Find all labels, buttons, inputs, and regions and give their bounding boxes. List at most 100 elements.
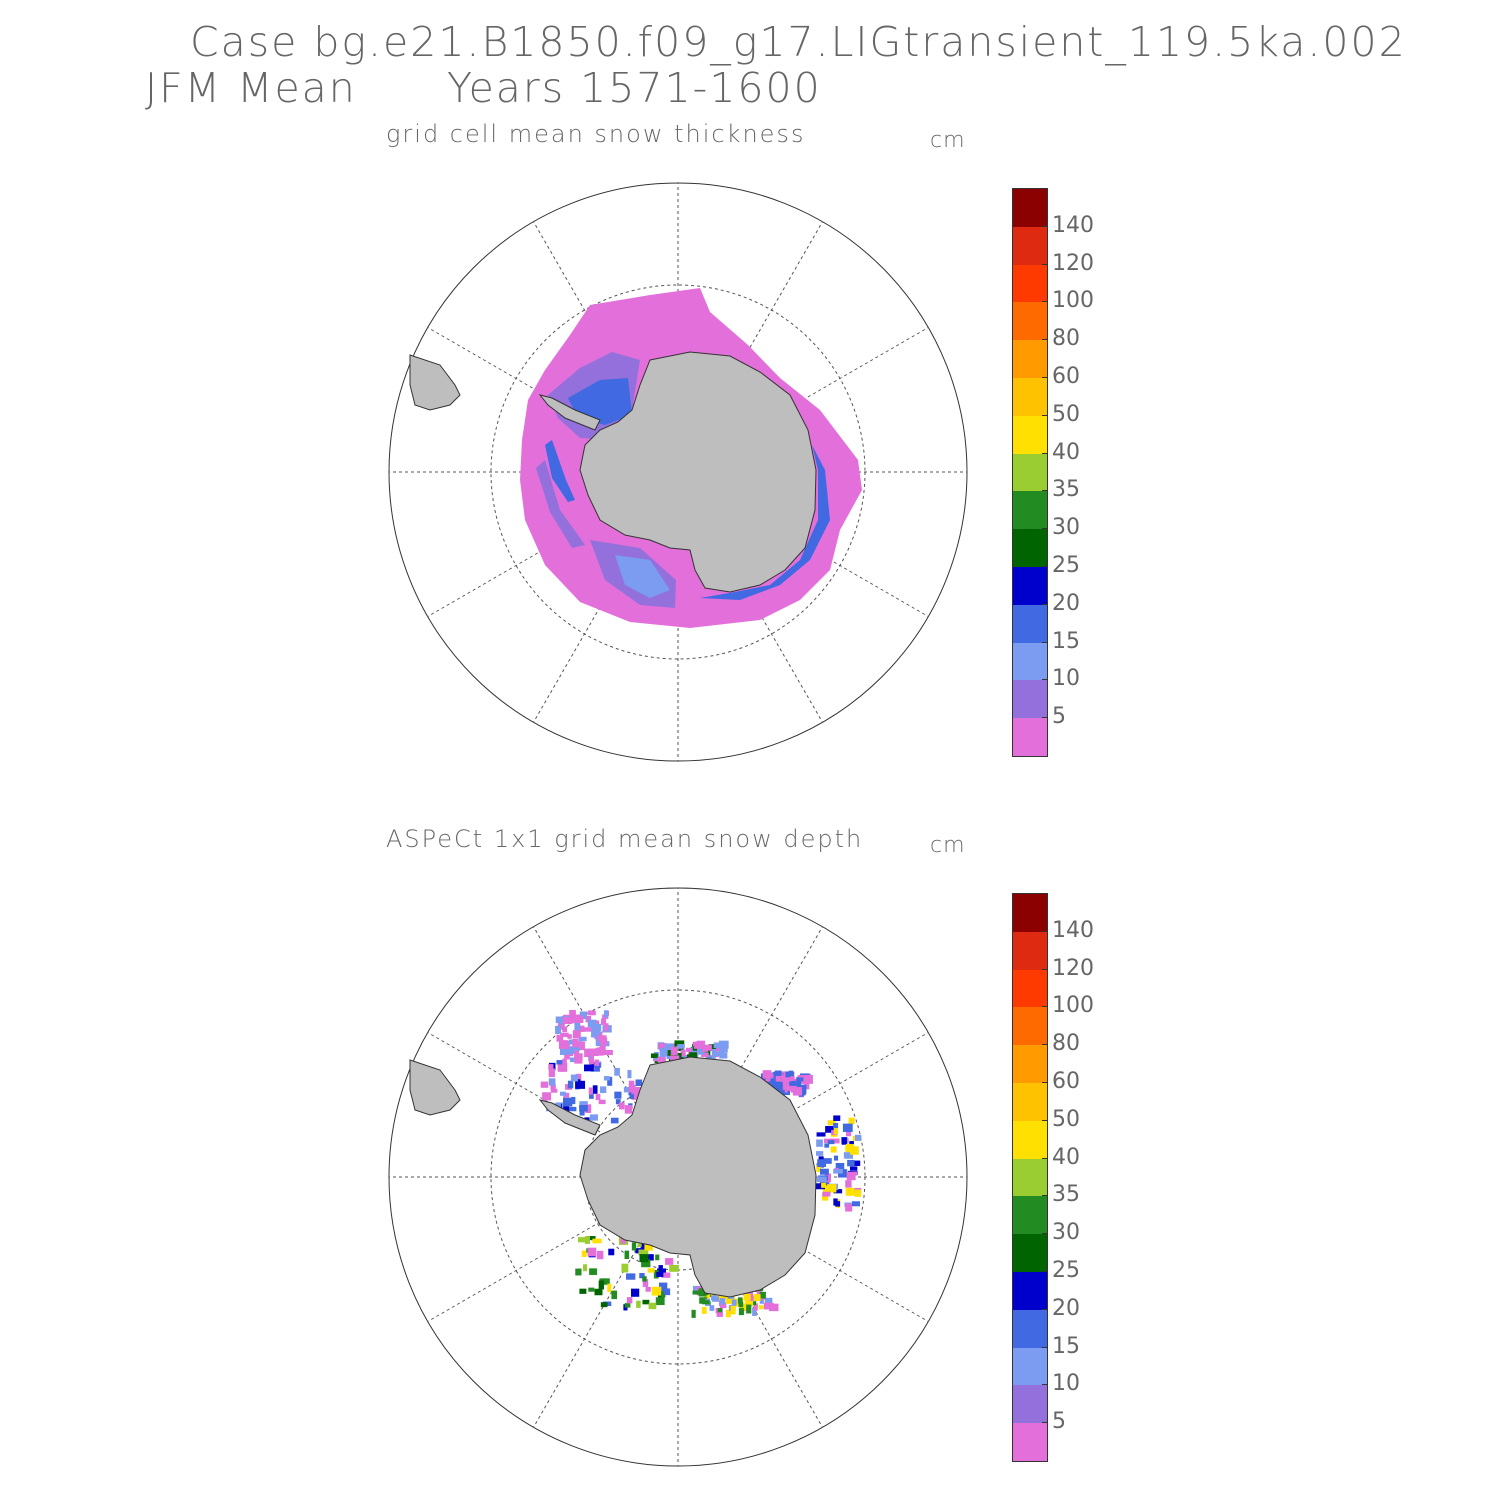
colorbar-tick: [1042, 452, 1048, 454]
observation-cell: [692, 1290, 702, 1295]
observation-cell: [570, 1074, 579, 1082]
observation-cell: [849, 1146, 859, 1155]
observation-cell: [615, 1099, 621, 1105]
observation-cell: [829, 1138, 840, 1144]
observation-cell: [691, 1309, 696, 1318]
observation-cell: [753, 1294, 761, 1301]
colorbar-tick: [1042, 1308, 1048, 1310]
observation-cell: [748, 1295, 754, 1301]
observation-cell: [738, 1301, 744, 1308]
observation-cell: [627, 1070, 632, 1079]
observation-cell: [567, 1080, 574, 1089]
observation-cell: [550, 1088, 558, 1093]
observation-cell: [655, 1297, 665, 1306]
colorbar-tick: [1042, 968, 1048, 970]
colorbar-tick: [1042, 1384, 1048, 1386]
observation-cell: [595, 1038, 602, 1047]
observation-cell: [574, 1049, 580, 1058]
observation-cell: [674, 1040, 685, 1047]
observation-cell: [651, 1286, 662, 1296]
observation-cell: [548, 1064, 554, 1070]
observation-cell: [560, 1032, 569, 1038]
observation-cell: [701, 1052, 709, 1058]
observation-cell: [816, 1151, 824, 1156]
observation-cell: [775, 1074, 782, 1082]
observation-cell: [816, 1164, 822, 1172]
observation-cell: [824, 1143, 830, 1148]
observation-cell: [753, 1303, 758, 1311]
colorbar-label: 35: [1052, 1182, 1080, 1208]
colorbar-swatch: [1013, 566, 1047, 605]
observation-cell: [600, 1302, 608, 1308]
observation-cell: [567, 1034, 572, 1039]
observation-cell: [575, 1080, 586, 1089]
observation-cell: [585, 1104, 592, 1113]
observation-cell: [841, 1137, 847, 1145]
observation-cell: [601, 1018, 607, 1025]
observation-cell: [711, 1048, 717, 1056]
colorbar-swatch: [1013, 1196, 1047, 1235]
observation-cell: [851, 1201, 861, 1207]
colorbar-swatch: [1013, 453, 1047, 492]
observation-cell: [825, 1125, 834, 1133]
observation-cell: [759, 1291, 766, 1299]
observation-cell: [696, 1040, 705, 1047]
observation-cell: [670, 1047, 678, 1056]
observation-cell: [698, 1045, 705, 1055]
colorbar-swatch: [1013, 1158, 1047, 1197]
panel1-antarctica: [538, 351, 817, 593]
colorbar-tick: [1042, 1082, 1048, 1083]
observation-cell: [852, 1171, 858, 1176]
colorbar-swatch: [1013, 340, 1047, 378]
observation-cell: [555, 1025, 561, 1034]
observation-cell: [714, 1051, 725, 1057]
observation-cell: [677, 1044, 685, 1049]
observation-cell: [639, 1273, 645, 1279]
colorbar-swatch: [1013, 1271, 1047, 1310]
colorbar-swatch: [1013, 415, 1047, 454]
colorbar-tick: [1042, 1422, 1048, 1424]
observation-cell: [725, 1309, 731, 1318]
colorbar-label: 140: [1052, 917, 1094, 943]
colorbar-label: 10: [1052, 666, 1080, 692]
observation-cell: [619, 1102, 625, 1110]
observation-cell: [557, 1022, 565, 1030]
colorbar-tick: [1042, 679, 1048, 681]
observation-cell: [781, 1075, 791, 1083]
observation-cell: [718, 1047, 728, 1053]
colorbar-swatch: [1013, 604, 1047, 643]
observation-cell: [739, 1303, 748, 1311]
panel2-south-america: [409, 1059, 461, 1116]
observation-cell: [833, 1155, 839, 1161]
observation-cell: [594, 1288, 603, 1296]
observation-cell: [562, 1097, 573, 1107]
colorbar-tick: [1042, 225, 1048, 227]
observation-cell: [540, 1081, 549, 1088]
observation-cell: [822, 1191, 831, 1197]
observation-cell: [731, 1299, 737, 1306]
observation-cell: [845, 1187, 855, 1196]
observation-cell: [621, 1263, 629, 1273]
observation-cell: [833, 1126, 838, 1135]
observation-cell: [663, 1288, 671, 1296]
observation-cell: [575, 1073, 582, 1082]
observation-cell: [558, 1040, 568, 1049]
observation-cell: [678, 1046, 684, 1052]
observation-cell: [815, 1183, 825, 1190]
observation-cell: [647, 1268, 655, 1273]
observation-cell: [579, 1011, 588, 1019]
observation-cell: [620, 1235, 626, 1244]
observation-cell: [656, 1271, 664, 1277]
observation-cell: [581, 1250, 587, 1258]
colorbar-label: 50: [1052, 1106, 1080, 1132]
colorbar-swatch: [1013, 302, 1047, 341]
observation-cell: [563, 1092, 570, 1098]
colorbar-tick: [1042, 566, 1048, 567]
observation-cell: [818, 1156, 824, 1161]
observation-cell: [827, 1140, 835, 1145]
observation-cell: [595, 1094, 601, 1100]
observation-cell: [588, 1087, 593, 1095]
observation-cell: [716, 1308, 723, 1317]
observation-cell: [595, 1048, 604, 1056]
colorbar-tick: [1042, 1119, 1048, 1121]
